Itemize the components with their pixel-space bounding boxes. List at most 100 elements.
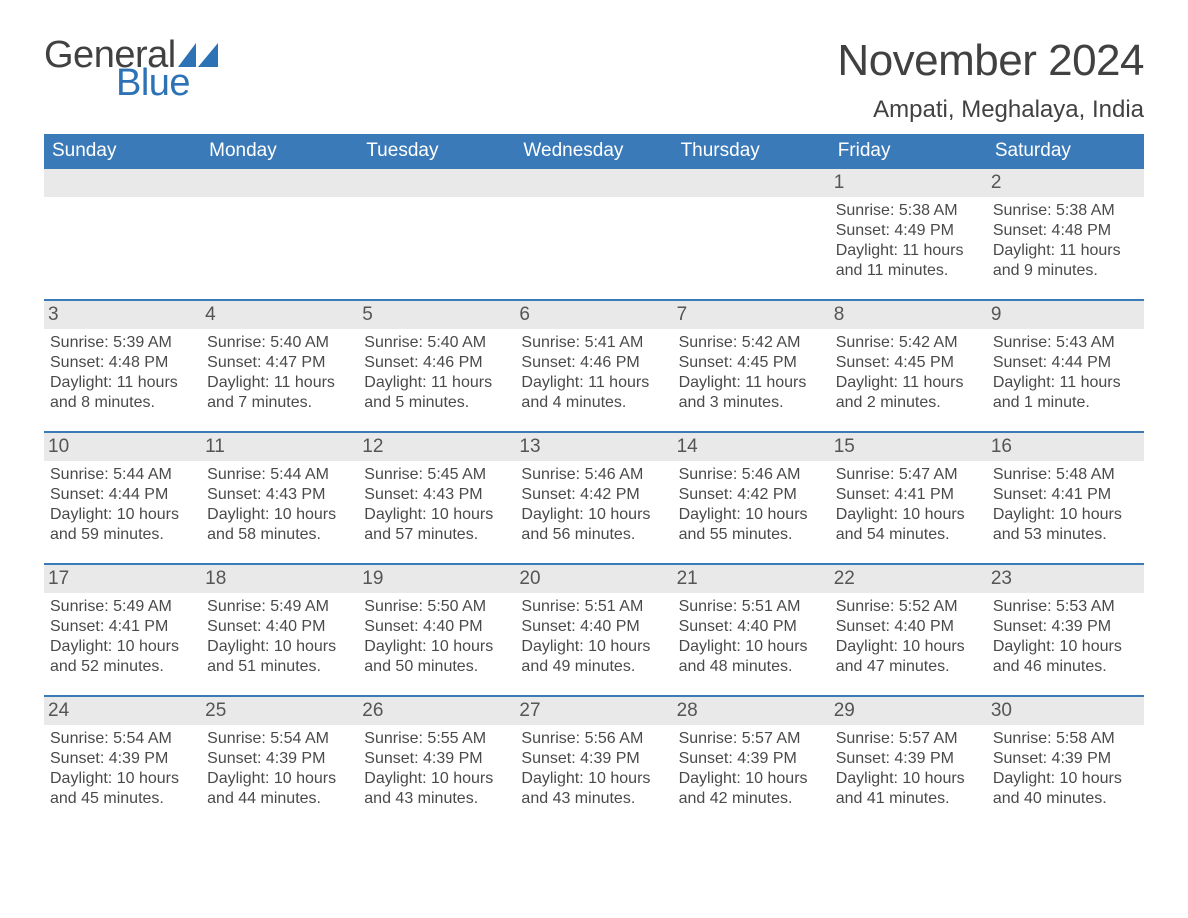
day-number: 5 — [362, 304, 373, 325]
sunrise-value: 5:40 AM — [270, 334, 329, 351]
sunset-value: 4:41 PM — [1052, 486, 1112, 503]
daylight-line: Daylight: 10 hours and 45 minutes. — [50, 769, 195, 809]
sunrise-line: Sunrise: 5:44 AM — [50, 465, 195, 485]
day-number-bar: 23 — [987, 565, 1144, 593]
sunrise-value: 5:44 AM — [270, 466, 329, 483]
empty-day-header — [358, 169, 515, 197]
sunrise-value: 5:57 AM — [899, 730, 958, 747]
sunrise-line: Sunrise: 5:53 AM — [993, 597, 1138, 617]
calendar: SundayMondayTuesdayWednesdayThursdayFrid… — [44, 134, 1144, 827]
sunrise-value: 5:49 AM — [113, 598, 172, 615]
sunrise-line: Sunrise: 5:49 AM — [207, 597, 352, 617]
daylight-line: Daylight: 11 hours and 7 minutes. — [207, 373, 352, 413]
sunrise-value: 5:55 AM — [427, 730, 486, 747]
empty-day-header — [515, 169, 672, 197]
daylight-line: Daylight: 11 hours and 1 minute. — [993, 373, 1138, 413]
sunset-line: Sunset: 4:40 PM — [836, 617, 981, 637]
day-number: 16 — [991, 436, 1012, 457]
sunrise-value: 5:48 AM — [1056, 466, 1115, 483]
sunrise-value: 5:42 AM — [742, 334, 801, 351]
day-number-bar: 10 — [44, 433, 201, 461]
sunset-value: 4:41 PM — [894, 486, 954, 503]
location-subtitle: Ampati, Meghalaya, India — [837, 96, 1144, 124]
day-number: 1 — [834, 172, 845, 193]
sunrise-value: 5:38 AM — [1056, 202, 1115, 219]
daylight-line: Daylight: 10 hours and 58 minutes. — [207, 505, 352, 545]
day-number-bar: 30 — [987, 697, 1144, 725]
day-cell — [201, 169, 358, 299]
day-header-row: SundayMondayTuesdayWednesdayThursdayFrid… — [44, 134, 1144, 169]
sunrise-value: 5:54 AM — [270, 730, 329, 747]
daylight-line: Daylight: 10 hours and 50 minutes. — [364, 637, 509, 677]
week-row: 1Sunrise: 5:38 AMSunset: 4:49 PMDaylight… — [44, 169, 1144, 299]
day-cell: 7Sunrise: 5:42 AMSunset: 4:45 PMDaylight… — [673, 301, 830, 431]
day-number: 6 — [519, 304, 530, 325]
sunrise-line: Sunrise: 5:39 AM — [50, 333, 195, 353]
day-number-bar: 2 — [987, 169, 1144, 197]
day-cell: 29Sunrise: 5:57 AMSunset: 4:39 PMDayligh… — [830, 697, 987, 827]
day-cell: 26Sunrise: 5:55 AMSunset: 4:39 PMDayligh… — [358, 697, 515, 827]
daylight-line: Daylight: 10 hours and 41 minutes. — [836, 769, 981, 809]
day-number-bar: 29 — [830, 697, 987, 725]
day-number-bar: 28 — [673, 697, 830, 725]
day-cell: 1Sunrise: 5:38 AMSunset: 4:49 PMDaylight… — [830, 169, 987, 299]
sunset-value: 4:41 PM — [109, 618, 169, 635]
logo-word-2: Blue — [116, 64, 218, 102]
sunrise-line: Sunrise: 5:55 AM — [364, 729, 509, 749]
day-number: 19 — [362, 568, 383, 589]
day-cell: 20Sunrise: 5:51 AMSunset: 4:40 PMDayligh… — [515, 565, 672, 695]
day-number: 28 — [677, 700, 698, 721]
daylight-line: Daylight: 10 hours and 43 minutes. — [364, 769, 509, 809]
sunrise-value: 5:43 AM — [1056, 334, 1115, 351]
day-number: 10 — [48, 436, 69, 457]
sunrise-value: 5:53 AM — [1056, 598, 1115, 615]
sunrise-value: 5:46 AM — [585, 466, 644, 483]
sunset-value: 4:39 PM — [1052, 750, 1112, 767]
sunrise-line: Sunrise: 5:54 AM — [50, 729, 195, 749]
sunrise-line: Sunrise: 5:51 AM — [679, 597, 824, 617]
day-cell: 19Sunrise: 5:50 AMSunset: 4:40 PMDayligh… — [358, 565, 515, 695]
day-cell: 13Sunrise: 5:46 AMSunset: 4:42 PMDayligh… — [515, 433, 672, 563]
week-row: 10Sunrise: 5:44 AMSunset: 4:44 PMDayligh… — [44, 431, 1144, 563]
day-number-bar: 5 — [358, 301, 515, 329]
sunset-value: 4:39 PM — [580, 750, 640, 767]
day-number: 8 — [834, 304, 845, 325]
day-number-bar: 4 — [201, 301, 358, 329]
day-number-bar: 20 — [515, 565, 672, 593]
sunset-value: 4:45 PM — [737, 354, 797, 371]
day-number: 20 — [519, 568, 540, 589]
day-number: 25 — [205, 700, 226, 721]
day-number: 17 — [48, 568, 69, 589]
daylight-line: Daylight: 10 hours and 47 minutes. — [836, 637, 981, 677]
day-cell: 17Sunrise: 5:49 AMSunset: 4:41 PMDayligh… — [44, 565, 201, 695]
sunset-line: Sunset: 4:40 PM — [364, 617, 509, 637]
top-bar: General Blue November 2024 Ampati, Megha… — [44, 36, 1144, 124]
sunrise-value: 5:42 AM — [899, 334, 958, 351]
sunset-line: Sunset: 4:39 PM — [521, 749, 666, 769]
day-number: 22 — [834, 568, 855, 589]
sunrise-line: Sunrise: 5:52 AM — [836, 597, 981, 617]
sunrise-value: 5:45 AM — [427, 466, 486, 483]
sunset-value: 4:43 PM — [266, 486, 326, 503]
sunset-value: 4:39 PM — [1052, 618, 1112, 635]
sunrise-line: Sunrise: 5:47 AM — [836, 465, 981, 485]
sunset-value: 4:47 PM — [266, 354, 326, 371]
day-number: 12 — [362, 436, 383, 457]
sunset-line: Sunset: 4:42 PM — [679, 485, 824, 505]
daylight-line: Daylight: 10 hours and 46 minutes. — [993, 637, 1138, 677]
sunrise-line: Sunrise: 5:40 AM — [207, 333, 352, 353]
week-row: 17Sunrise: 5:49 AMSunset: 4:41 PMDayligh… — [44, 563, 1144, 695]
day-cell — [673, 169, 830, 299]
day-number: 18 — [205, 568, 226, 589]
day-number-bar: 14 — [673, 433, 830, 461]
day-number: 3 — [48, 304, 59, 325]
daylight-line: Daylight: 11 hours and 8 minutes. — [50, 373, 195, 413]
daylight-line: Daylight: 10 hours and 54 minutes. — [836, 505, 981, 545]
sunset-line: Sunset: 4:39 PM — [836, 749, 981, 769]
sunset-value: 4:44 PM — [1052, 354, 1112, 371]
sunrise-value: 5:51 AM — [585, 598, 644, 615]
sunset-value: 4:40 PM — [423, 618, 483, 635]
sunset-value: 4:42 PM — [737, 486, 797, 503]
sunrise-line: Sunrise: 5:44 AM — [207, 465, 352, 485]
sunset-value: 4:46 PM — [423, 354, 483, 371]
